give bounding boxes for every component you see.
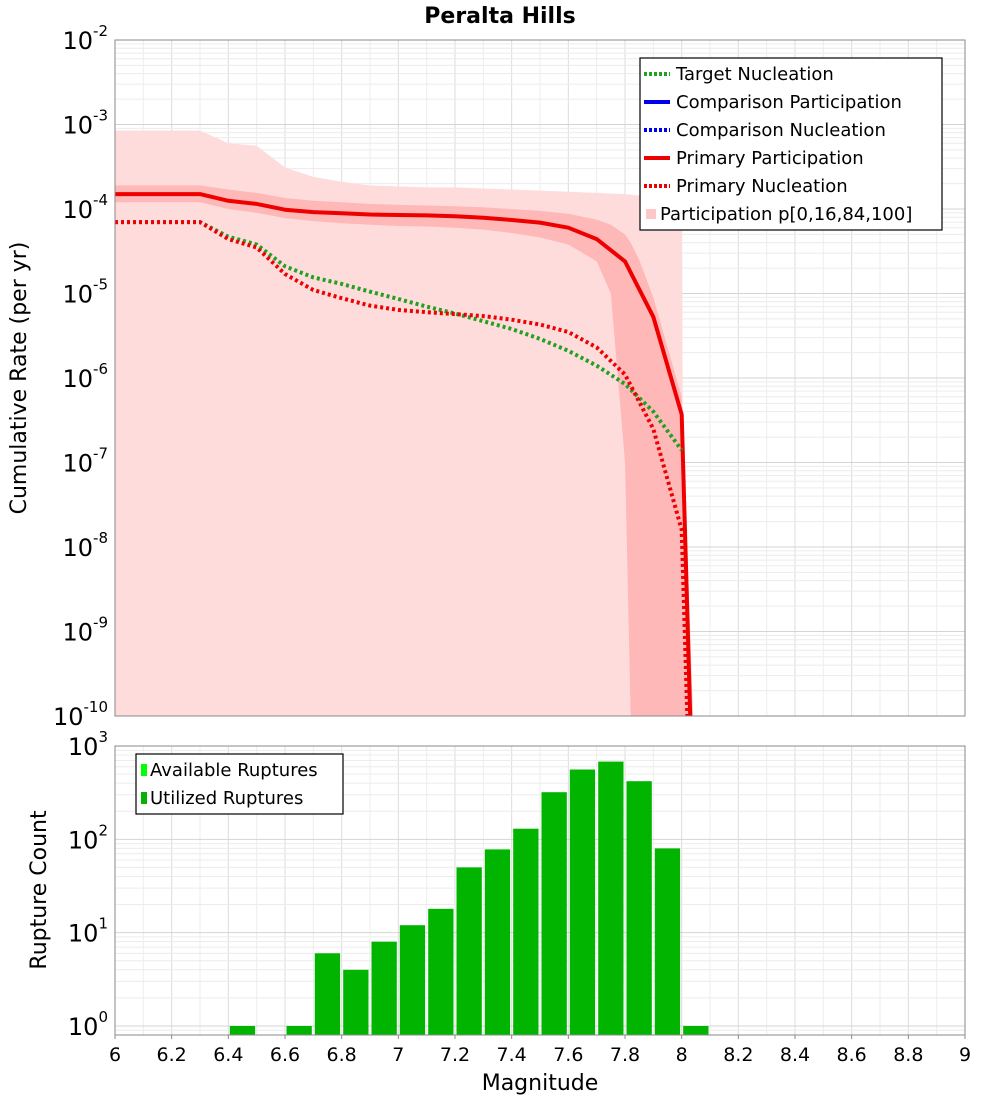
legend-label: Primary Participation	[676, 148, 864, 169]
rupture-bar	[654, 848, 681, 1035]
chart-title: Peralta Hills	[424, 4, 575, 29]
legend-label: Target Nucleation	[675, 64, 834, 85]
rupture-bar	[513, 828, 539, 1035]
x-tick-label: 9	[959, 1044, 971, 1066]
y-tick-label: 10-4	[62, 191, 108, 224]
count-legend-box	[135, 753, 344, 815]
y-tick-label: 10-7	[62, 445, 108, 478]
rate-lines	[115, 192, 693, 717]
x-tick-label: 6.6	[270, 1044, 300, 1066]
x-tick-label: 8.4	[780, 1044, 810, 1066]
rupture-bar	[428, 908, 454, 1035]
series-line-target-nucleation	[115, 220, 684, 452]
y-tick-label: 101	[68, 915, 108, 948]
rupture-count-panel: 100 101 102 103 Rupture Count Available Rup…	[27, 728, 966, 1041]
count-legend: Available Ruptures Utilized Ruptures	[135, 753, 344, 815]
magnitude-x-ticks: 6 6.2 6.4 6.6 6.8 7 7.2 7.4 7.6 7.8 8 8.2 8.4 8.6 8.8 9	[109, 1035, 971, 1066]
rupture-bar	[683, 1026, 709, 1035]
y-tick-label: 103	[68, 728, 108, 761]
x-tick-label: 8	[676, 1044, 688, 1066]
legend-swatch	[646, 209, 656, 219]
rupture-bar	[286, 1026, 312, 1035]
series-line-primary-nucleation	[115, 220, 690, 717]
count-plot-border	[114, 745, 966, 1036]
x-tick-label: 7.4	[497, 1044, 527, 1066]
rupture-bar	[314, 953, 341, 1035]
x-tick-label: 7.6	[553, 1044, 583, 1066]
rupture-bar	[343, 969, 369, 1035]
rupture-bar	[456, 867, 482, 1035]
rupture-bar	[229, 1026, 256, 1035]
count-y-ticks: 100 101 102 103	[68, 728, 108, 1041]
rupture-bars	[229, 761, 709, 1035]
x-tick-label: 6	[109, 1044, 121, 1066]
rate-y-axis-label: Cumulative Rate (per yr)	[7, 242, 32, 515]
x-axis-label: Magnitude	[482, 1071, 599, 1096]
count-y-axis-label: Rupture Count	[27, 810, 52, 970]
x-tick-label: 7.2	[440, 1044, 470, 1066]
legend-label: Available Ruptures	[150, 760, 318, 781]
y-tick-label: 10-3	[62, 107, 108, 140]
legend-swatch	[141, 792, 147, 804]
rupture-bar	[569, 769, 596, 1035]
rupture-bar	[626, 781, 652, 1035]
rate-panel: 10-10 10-9 10-8 10-7 10-6 10-5 10-4 10-3 10-2 Cu…	[7, 22, 966, 731]
legend-label: Utilized Ruptures	[150, 788, 303, 809]
y-tick-label: 10-10	[53, 698, 108, 731]
legend-label: Primary Nucleation	[676, 176, 848, 197]
rupture-bar	[484, 849, 511, 1035]
y-tick-label: 102	[68, 821, 108, 854]
series-line-primary-participation	[115, 192, 693, 717]
rate-y-ticks: 10-10 10-9 10-8 10-7 10-6 10-5 10-4 10-3 10-2	[53, 22, 108, 731]
x-tick-label: 7	[392, 1044, 404, 1066]
legend-swatch	[141, 764, 147, 776]
y-tick-label: 10-2	[62, 22, 108, 55]
x-tick-label: 8.6	[837, 1044, 867, 1066]
rate-legend-box	[639, 57, 943, 231]
rupture-bar	[541, 792, 567, 1035]
y-tick-label: 10-9	[62, 614, 108, 647]
band-p0-p100	[115, 130, 685, 716]
y-tick-label: 10-8	[62, 529, 108, 562]
x-tick-label: 7.8	[610, 1044, 640, 1066]
rupture-bar	[399, 925, 426, 1035]
legend-label: Comparison Participation	[676, 92, 902, 113]
x-tick-label: 6.2	[157, 1044, 187, 1066]
x-tick-label: 6.4	[213, 1044, 243, 1066]
y-tick-label: 10-5	[62, 276, 108, 309]
rupture-bar	[598, 761, 624, 1035]
y-tick-label: 10-6	[62, 360, 108, 393]
x-tick-label: 6.8	[327, 1044, 357, 1066]
rate-legend: Target Nucleation Comparison Participatio…	[639, 57, 943, 231]
legend-label: Participation p[0,16,84,100]	[660, 204, 912, 225]
x-tick-label: 8.2	[723, 1044, 753, 1066]
participation-bands	[115, 130, 693, 716]
x-tick-label: 8.8	[893, 1044, 923, 1066]
rupture-bar	[371, 941, 397, 1035]
y-tick-label: 100	[68, 1008, 108, 1041]
rate-plot-border	[114, 39, 966, 717]
legend-label: Comparison Nucleation	[676, 120, 886, 141]
band-p16-p84	[115, 185, 693, 716]
